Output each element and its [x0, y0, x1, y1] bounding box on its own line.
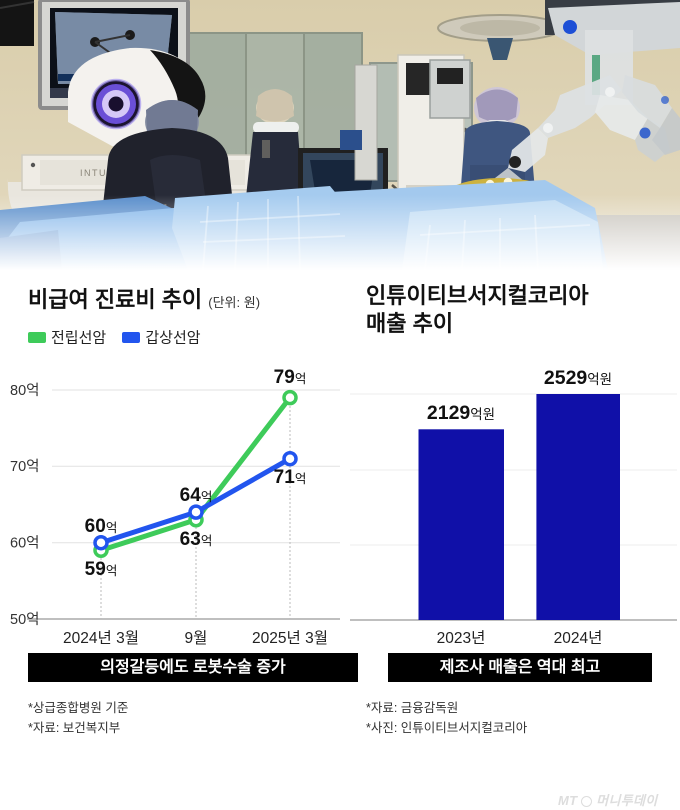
svg-text:2025년 3월: 2025년 3월 [252, 629, 328, 647]
svg-text:59억: 59억 [85, 559, 118, 580]
svg-text:50억: 50억 [10, 611, 39, 628]
svg-text:60억: 60억 [85, 516, 118, 537]
svg-text:9월: 9월 [185, 629, 208, 647]
svg-text:2529억원: 2529억원 [544, 367, 612, 389]
svg-text:2023년: 2023년 [437, 629, 486, 647]
svg-text:2024년: 2024년 [554, 629, 603, 647]
svg-text:60억: 60억 [10, 535, 39, 552]
svg-text:2129억원: 2129억원 [427, 402, 495, 424]
svg-text:71억: 71억 [274, 467, 307, 488]
svg-text:64억: 64억 [180, 485, 213, 506]
svg-text:2024년 3월: 2024년 3월 [63, 629, 139, 647]
svg-text:80억: 80억 [10, 382, 39, 399]
svg-text:79억: 79억 [274, 367, 307, 388]
svg-text:70억: 70억 [10, 458, 39, 475]
svg-text:63억: 63억 [180, 529, 213, 550]
